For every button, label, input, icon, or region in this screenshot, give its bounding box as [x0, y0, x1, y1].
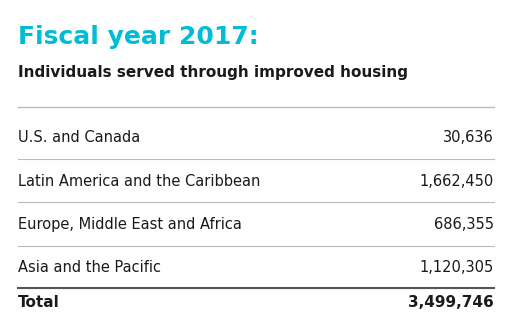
Text: Total: Total: [18, 295, 60, 310]
Text: 3,499,746: 3,499,746: [408, 295, 494, 310]
Text: Latin America and the Caribbean: Latin America and the Caribbean: [18, 174, 261, 189]
Text: U.S. and Canada: U.S. and Canada: [18, 130, 140, 145]
Text: Asia and the Pacific: Asia and the Pacific: [18, 260, 161, 275]
Text: 686,355: 686,355: [434, 217, 494, 232]
Text: Fiscal year 2017:: Fiscal year 2017:: [18, 25, 259, 49]
Text: 1,662,450: 1,662,450: [420, 174, 494, 189]
Text: Europe, Middle East and Africa: Europe, Middle East and Africa: [18, 217, 242, 232]
Text: 30,636: 30,636: [443, 130, 494, 145]
Text: 1,120,305: 1,120,305: [420, 260, 494, 275]
Text: Individuals served through improved housing: Individuals served through improved hous…: [18, 65, 408, 80]
